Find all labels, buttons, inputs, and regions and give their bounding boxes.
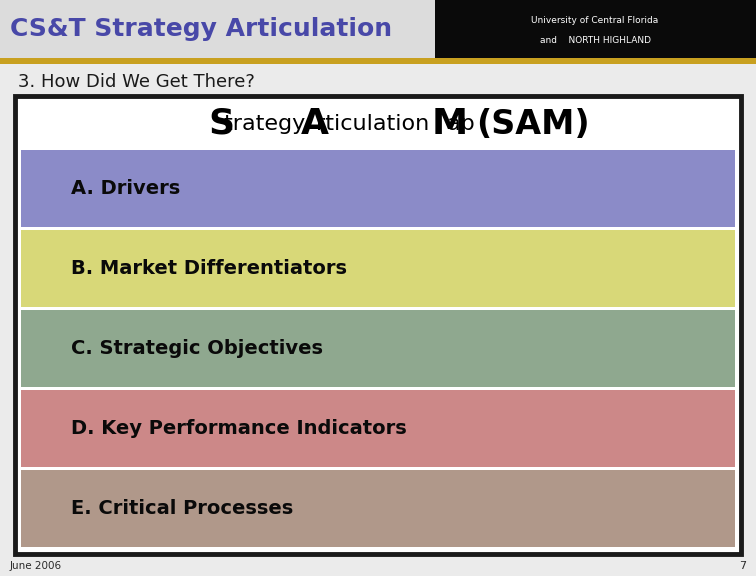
Text: June 2006: June 2006 <box>10 561 62 571</box>
Bar <box>0 58 756 64</box>
Bar <box>21 309 735 386</box>
Text: D. Key Performance Indicators: D. Key Performance Indicators <box>71 419 407 438</box>
FancyBboxPatch shape <box>15 96 741 554</box>
Text: University of Central Florida: University of Central Florida <box>531 16 658 25</box>
Bar <box>435 0 756 58</box>
Text: B. Market Differentiators: B. Market Differentiators <box>71 259 347 278</box>
Text: A: A <box>301 107 329 141</box>
Bar <box>21 150 735 226</box>
Text: and    NORTH HIGHLAND: and NORTH HIGHLAND <box>540 36 650 45</box>
Text: ap: ap <box>447 114 482 134</box>
Text: M: M <box>432 107 467 141</box>
Bar <box>0 0 756 58</box>
Text: C. Strategic Objectives: C. Strategic Objectives <box>71 339 323 358</box>
Text: 7: 7 <box>739 561 746 571</box>
Text: S: S <box>208 107 234 141</box>
Bar <box>21 469 735 547</box>
Text: rticulation: rticulation <box>316 114 436 134</box>
Text: CS&T Strategy Articulation: CS&T Strategy Articulation <box>10 17 392 41</box>
Text: (SAM): (SAM) <box>476 108 590 141</box>
Text: E. Critical Processes: E. Critical Processes <box>71 498 293 517</box>
Text: A. Drivers: A. Drivers <box>71 179 180 198</box>
Bar <box>21 229 735 306</box>
Text: trategy: trategy <box>224 114 312 134</box>
Bar <box>21 389 735 467</box>
Text: 3. How Did We Get There?: 3. How Did We Get There? <box>18 73 255 91</box>
